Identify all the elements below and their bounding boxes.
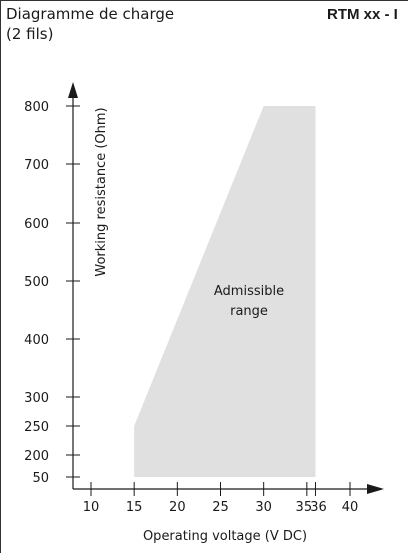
y-tick-label-800: 800 [24,100,49,115]
region-label-line2: range [230,304,268,319]
x-tick-label-10: 10 [83,500,100,515]
region-label-line1: Admissible [214,284,284,299]
axes [68,82,384,494]
model-label: RTM xx - I [327,6,398,23]
y-axis-label: Working resistance (Ohm) [94,107,109,276]
x-tick-label-20: 20 [169,500,186,515]
x-tick-label-15: 15 [126,500,143,515]
y-axis-arrow [68,82,78,98]
y-tick-label-250: 250 [24,420,49,435]
y-tick-label-50: 50 [32,471,49,486]
x-tick-label-35: 35 [296,500,313,515]
x-tick-label-36: 36 [310,500,327,515]
x-tick-label-25: 25 [212,500,229,515]
y-tick-label-700: 700 [24,158,49,173]
y-tick-label-200: 200 [24,449,49,464]
y-tick-label-300: 300 [24,391,49,406]
y-tick-label-600: 600 [24,217,49,232]
chart-title: Diagramme de charge [6,5,175,23]
y-tick-label-400: 400 [24,333,49,348]
y-ticks: 50 200 250 300 400 500 600 700 800 [24,100,80,486]
x-axis-arrow [367,484,384,494]
x-tick-label-40: 40 [342,500,359,515]
y-tick-label-500: 500 [24,275,49,290]
admissible-range-area [134,106,316,477]
x-tick-label-30: 30 [255,500,272,515]
chart-subtitle: (2 fils) [6,25,54,43]
x-axis-label: Operating voltage (V DC) [143,529,307,544]
